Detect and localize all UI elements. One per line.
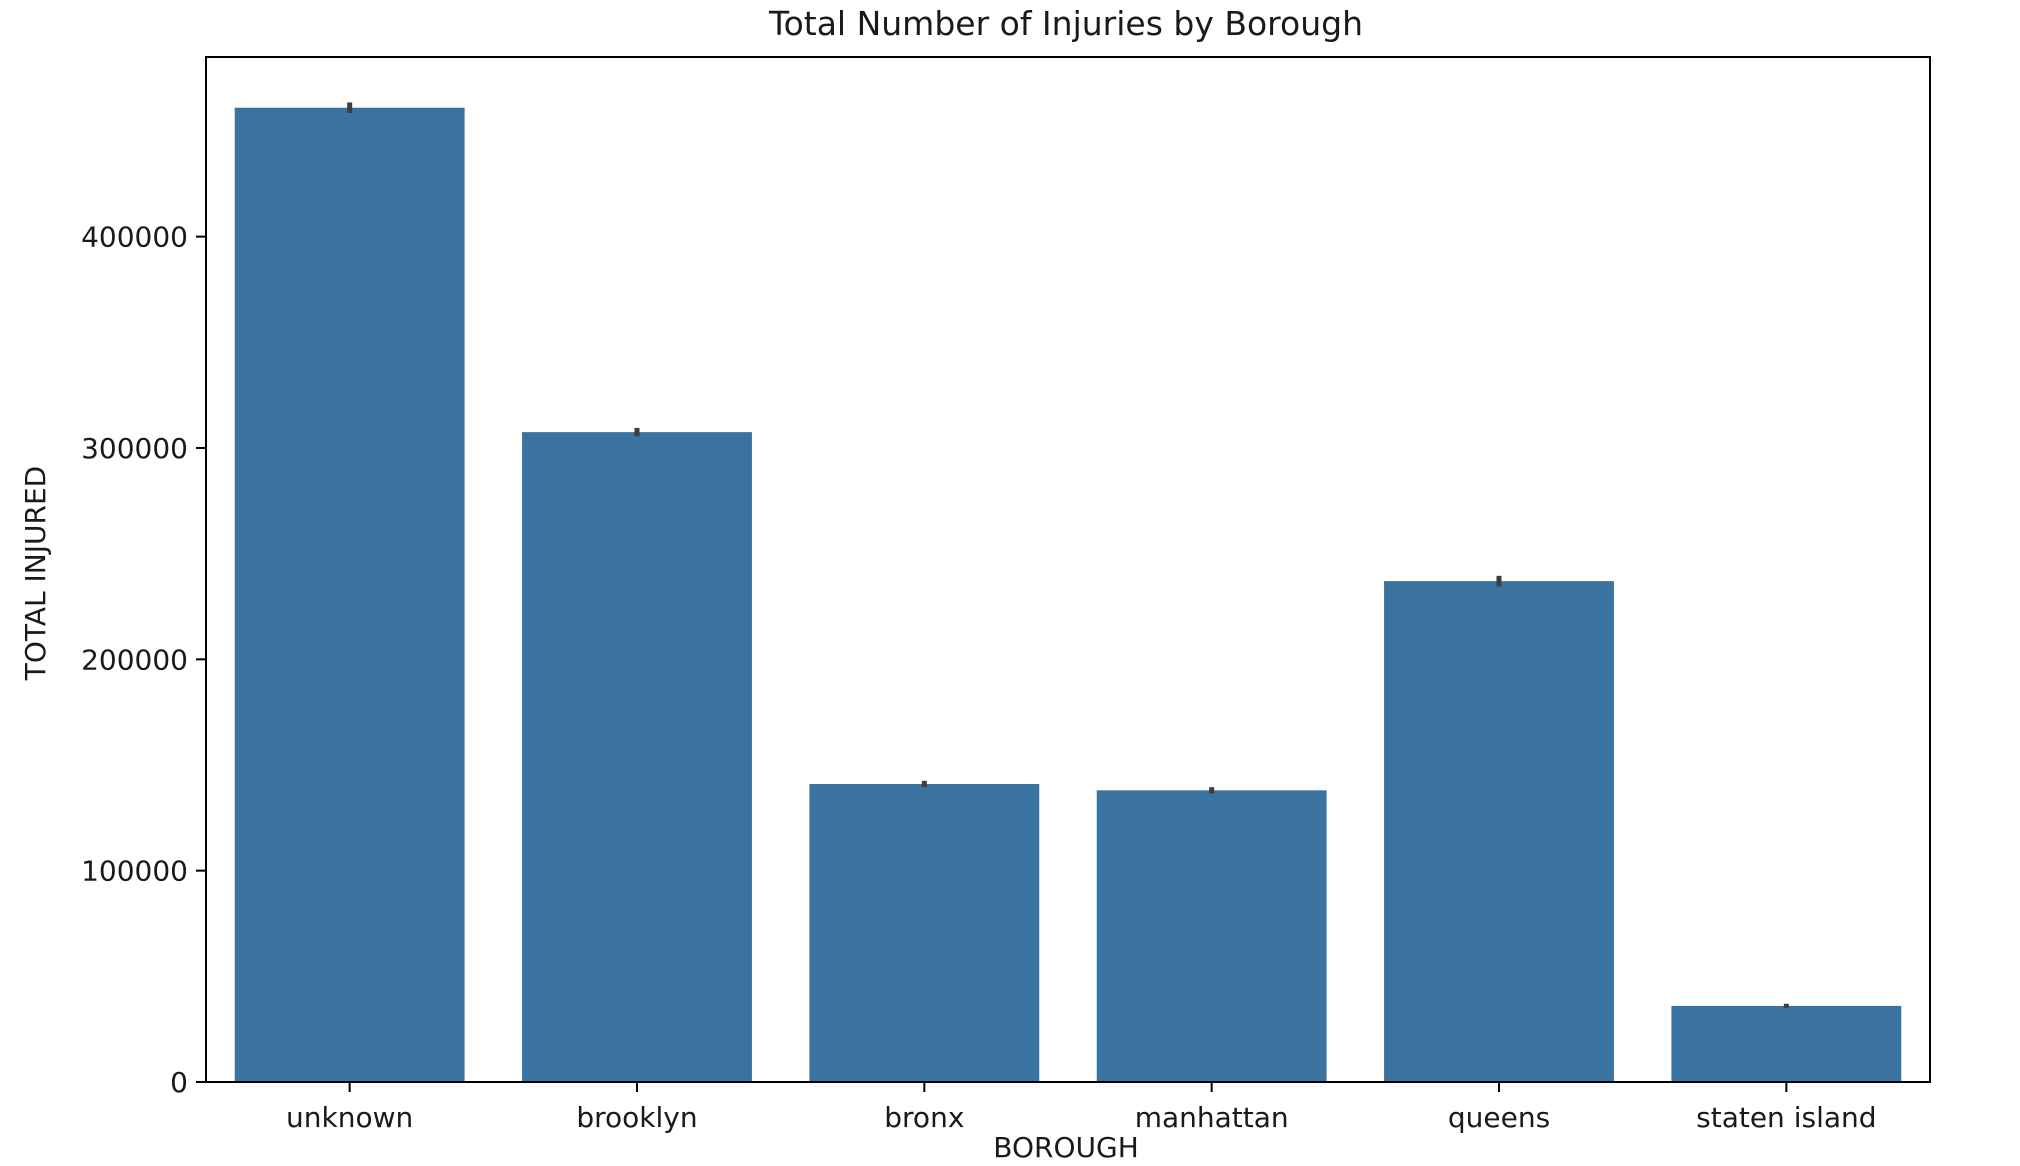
chart-title: Total Number of Injuries by Borough [768, 4, 1363, 43]
bar-unknown [234, 107, 465, 1082]
bar-manhattan [1096, 790, 1327, 1082]
plot-frame [205, 56, 1931, 1083]
y-tick-label: 200000 [81, 643, 188, 676]
y-tick-label: 400000 [81, 221, 188, 254]
y-tick-label: 100000 [81, 855, 188, 888]
x-axis-label: BOROUGH [993, 1131, 1139, 1162]
x-tick-label: brooklyn [576, 1101, 697, 1134]
bar-queens [1384, 581, 1614, 1082]
bars-layer [234, 107, 1902, 1082]
y-tick-label: 0 [170, 1066, 188, 1099]
y-axis-label: TOTAL INJURED [19, 466, 52, 681]
error-bars-layer [347, 102, 1789, 1009]
x-tick-label: unknown [286, 1101, 413, 1134]
y-tick-label: 300000 [81, 432, 188, 465]
x-tick-label: bronx [884, 1101, 964, 1134]
bar-bronx [809, 784, 1040, 1082]
x-tick-label: staten island [1696, 1101, 1876, 1134]
x-tick-label: manhattan [1135, 1101, 1289, 1134]
x-axis-ticks: unknown brooklyn bronx manhattan queens state… [286, 1082, 1877, 1134]
bar-staten-island [1671, 1005, 1902, 1082]
bar-brooklyn [522, 432, 752, 1082]
x-tick-label: queens [1448, 1101, 1550, 1134]
y-axis-ticks: 0 100000 200000 300000 400000 [81, 221, 206, 1099]
